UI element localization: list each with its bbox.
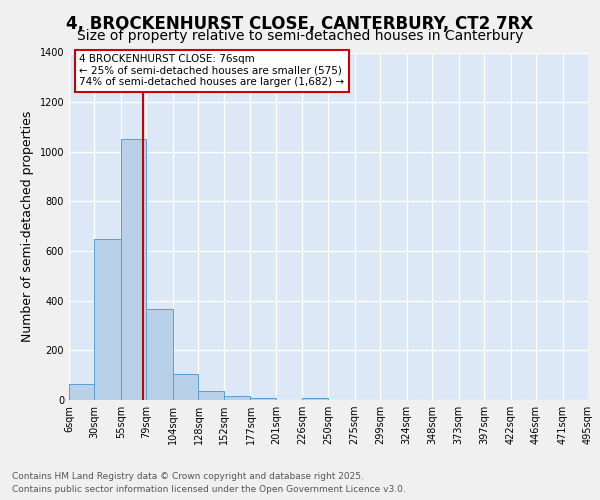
- Bar: [173, 374, 199, 400]
- Bar: [146, 310, 173, 400]
- Bar: [94, 238, 121, 400]
- Text: Contains public sector information licensed under the Open Government Licence v3: Contains public sector information licen…: [12, 485, 406, 494]
- Bar: [121, 140, 146, 400]
- Bar: [302, 398, 328, 400]
- Text: Contains HM Land Registry data © Crown copyright and database right 2025.: Contains HM Land Registry data © Crown c…: [12, 472, 364, 481]
- Text: Size of property relative to semi-detached houses in Canterbury: Size of property relative to semi-detach…: [77, 29, 523, 43]
- Bar: [69, 384, 94, 400]
- Text: 4, BROCKENHURST CLOSE, CANTERBURY, CT2 7RX: 4, BROCKENHURST CLOSE, CANTERBURY, CT2 7…: [67, 15, 533, 33]
- Bar: [199, 392, 224, 400]
- Y-axis label: Number of semi-detached properties: Number of semi-detached properties: [21, 110, 34, 342]
- Text: 4 BROCKENHURST CLOSE: 76sqm
← 25% of semi-detached houses are smaller (575)
74% : 4 BROCKENHURST CLOSE: 76sqm ← 25% of sem…: [79, 54, 344, 88]
- Bar: [224, 396, 250, 400]
- Bar: [250, 398, 276, 400]
